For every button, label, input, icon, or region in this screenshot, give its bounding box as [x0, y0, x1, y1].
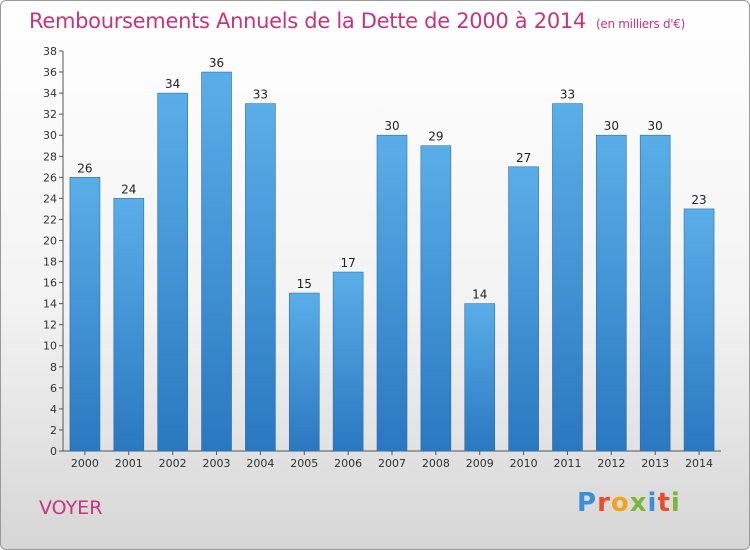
- y-tick-label: 28: [43, 150, 57, 163]
- value-label-2000: 26: [77, 161, 92, 175]
- y-tick-label: 20: [43, 234, 57, 247]
- x-tick-label-2001: 2001: [115, 457, 143, 470]
- y-tick-label: 6: [50, 382, 57, 395]
- bar-2004: [245, 103, 276, 452]
- y-tick-label: 34: [43, 87, 57, 100]
- value-label-2005: 15: [297, 277, 312, 291]
- y-tick-label: 0: [50, 445, 57, 458]
- logo-letter: o: [610, 488, 630, 518]
- bar-2011: [552, 103, 583, 452]
- bar-2002: [157, 92, 188, 452]
- bars: 26 24 34 36 33 15 17 30 29 14 27 33 30 30 23: [69, 56, 715, 452]
- y-tick-label: 4: [50, 403, 57, 416]
- y-tick-label: 18: [43, 256, 57, 269]
- y-tick-label: 10: [43, 340, 57, 353]
- x-tick-label-2002: 2002: [159, 457, 187, 470]
- bar-2009: [464, 303, 496, 452]
- x-tick-label-2005: 2005: [290, 457, 318, 470]
- x-tick-label-2004: 2004: [246, 457, 274, 470]
- y-tick-label: 14: [43, 298, 57, 311]
- y-tick-label: 12: [43, 319, 57, 332]
- value-label-2004: 33: [253, 88, 268, 102]
- y-tick-label: 2: [50, 424, 57, 437]
- value-label-2006: 17: [340, 256, 355, 270]
- y-tick-label: 38: [43, 45, 57, 58]
- chart-title-text: Remboursements Annuels de la Dette de 20…: [29, 9, 586, 33]
- value-label-2003: 36: [209, 56, 224, 70]
- logo-letter: P: [577, 488, 598, 518]
- y-tick-label: 26: [43, 171, 57, 184]
- value-label-2014: 23: [691, 193, 706, 207]
- x-tick-label-2003: 2003: [203, 457, 231, 470]
- x-tick-label-2010: 2010: [510, 457, 538, 470]
- bar-2000: [69, 177, 101, 452]
- x-tick-label-2014: 2014: [685, 457, 713, 470]
- value-label-2012: 30: [604, 119, 619, 133]
- bar-2007: [376, 134, 408, 452]
- y-tick-label: 36: [43, 66, 57, 79]
- bar-2014: [683, 208, 715, 452]
- y-tick-label: 16: [43, 277, 57, 290]
- logo-letter: x: [629, 488, 648, 518]
- bar-2013: [639, 134, 671, 452]
- chart-title: Remboursements Annuels de la Dette de 20…: [29, 9, 685, 33]
- logo-letter: i: [670, 488, 681, 518]
- commune-name: VOYER: [39, 497, 103, 519]
- x-tick-label-2012: 2012: [597, 457, 625, 470]
- bar-2006: [332, 271, 364, 452]
- proxiti-logo: Proxiti: [577, 488, 681, 518]
- value-label-2002: 34: [165, 77, 180, 91]
- x-tick-label-2008: 2008: [422, 457, 450, 470]
- logo-letter: i: [647, 488, 658, 518]
- y-tick-label: 22: [43, 213, 57, 226]
- bar-2001: [113, 198, 145, 452]
- y-tick-label: 30: [43, 129, 57, 142]
- value-label-2013: 30: [648, 119, 663, 133]
- bar-2010: [508, 166, 539, 452]
- x-tick-label-2011: 2011: [553, 457, 581, 470]
- value-label-2009: 14: [472, 288, 487, 302]
- value-label-2008: 29: [428, 130, 443, 144]
- value-label-2001: 24: [121, 182, 136, 196]
- y-tick-label: 8: [50, 361, 57, 374]
- x-tick-label-2013: 2013: [641, 457, 669, 470]
- value-label-2007: 30: [384, 119, 399, 133]
- x-tick-label-2006: 2006: [334, 457, 362, 470]
- bar-2008: [420, 145, 452, 452]
- bar-2012: [596, 134, 627, 452]
- chart-unit: (en milliers d'€): [596, 17, 686, 31]
- bar-2005: [288, 292, 320, 452]
- x-tick-label-2000: 2000: [71, 457, 99, 470]
- x-tick-label-2007: 2007: [378, 457, 406, 470]
- x-tick-label-2009: 2009: [466, 457, 494, 470]
- y-tick-label: 32: [43, 108, 57, 121]
- value-label-2011: 33: [560, 88, 575, 102]
- bar-2003: [201, 71, 232, 452]
- logo-letter: r: [597, 488, 611, 518]
- value-label-2010: 27: [516, 151, 531, 165]
- y-tick-label: 24: [43, 192, 57, 205]
- logo-letter: t: [657, 488, 671, 518]
